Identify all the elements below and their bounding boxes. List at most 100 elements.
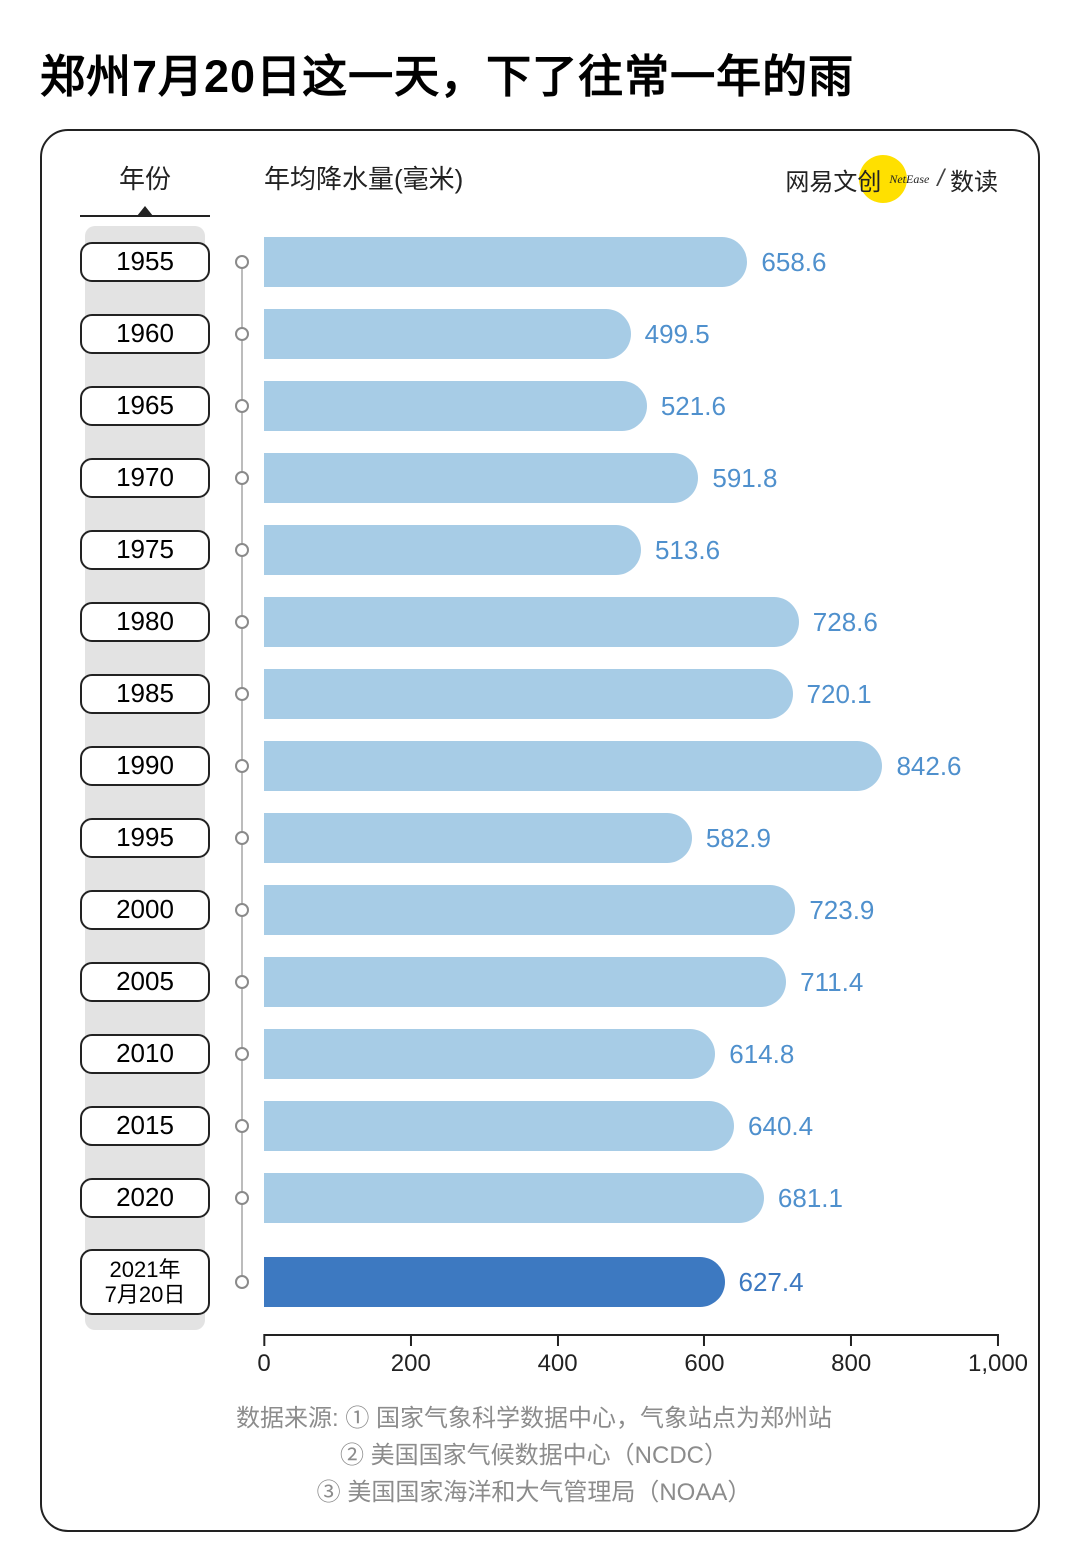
year-cell: 1970 [70,442,220,514]
year-cell: 1975 [70,514,220,586]
year-cell: 2020 [70,1162,220,1234]
chart-rows: 1955 658.6 1960 499.5 1965 521.6 1970 591.8 1975… [70,226,998,1330]
chart-row: 1960 499.5 [70,298,998,370]
year-card: 1960 [80,314,210,354]
bar-cell: 627.4 [220,1234,998,1330]
bar-cell: 658.6 [220,226,998,298]
stem [220,802,264,874]
year-card: 2015 [80,1106,210,1146]
stem [220,1090,264,1162]
stem-dot-icon [235,831,249,845]
stem-dot-icon [235,1119,249,1133]
x-axis-tick: 400 [538,1334,578,1378]
chart-frame: 年份 年均降水量(毫米) 网易文创 NetEase / 数读 1955 658.6… [40,129,1040,1532]
bar-plot: 521.6 [264,370,998,442]
bar-value-label: 658.6 [761,247,826,278]
bar-value-label: 723.9 [809,895,874,926]
year-cell: 1955 [70,226,220,298]
stem [220,586,264,658]
stem-dot-icon [235,1047,249,1061]
chart-row: 2010 614.8 [70,1018,998,1090]
brand-separator: / [937,165,944,193]
bar-cell: 720.1 [220,658,998,730]
brand-badge: 网易文创 NetEase / 数读 [785,155,998,203]
header-row: 年份 年均降水量(毫米) 网易文创 NetEase / 数读 [70,159,998,196]
tick-label: 800 [831,1350,871,1378]
bar-cell: 521.6 [220,370,998,442]
stem-dot-icon [235,255,249,269]
year-card: 1975 [80,530,210,570]
bar-value-label: 720.1 [807,679,872,710]
bar [264,1101,734,1151]
chart-row: 2015640.4 [70,1090,998,1162]
tick-mark [997,1334,999,1346]
stem-dot-icon [235,1191,249,1205]
tick-mark [557,1334,559,1346]
year-axis-arrow-icon [70,204,220,220]
source-line: ② 美国国家气候数据中心（NCDC） [70,1437,998,1474]
bar-cell: 499.5 [220,298,998,370]
bar [264,525,641,575]
tick-label: 200 [391,1350,431,1378]
bar-plot: 627.4 [264,1234,998,1330]
stem [220,226,264,298]
year-card: 2010 [80,1034,210,1074]
stem [220,658,264,730]
brand-left-text: 网易文创 [785,162,881,197]
year-card: 1955 [80,242,210,282]
year-cell: 1965 [70,370,220,442]
bar-value-label: 582.9 [706,823,771,854]
tick-label: 0 [257,1350,270,1378]
chart-row: 2005711.4 [70,946,998,1018]
bar [264,597,799,647]
bar [264,453,698,503]
stem [220,370,264,442]
x-axis-line [264,1334,998,1336]
tick-label: 1,000 [968,1350,1028,1378]
x-axis-tick: 800 [831,1334,871,1378]
x-axis-tick: 1,000 [968,1334,1028,1378]
source-line: ③ 美国国家海洋和大气管理局（NOAA） [70,1474,998,1511]
bar-plot: 614.8 [264,1018,998,1090]
year-cell: 2000 [70,874,220,946]
bar-plot: 723.9 [264,874,998,946]
chart-row: 1980 728.6 [70,586,998,658]
year-card: 2021年7月20日 [80,1249,210,1316]
bar-cell: 842.6 [220,730,998,802]
stem-dot-icon [235,687,249,701]
chart-row: 1995582.9 [70,802,998,874]
stem-dot-icon [235,975,249,989]
data-sources: 数据来源: ① 国家气象科学数据中心，气象站点为郑州站② 美国国家气候数据中心（… [70,1400,998,1512]
stem-dot-icon [235,543,249,557]
bar [264,1173,764,1223]
stem [220,442,264,514]
bar-plot: 681.1 [264,1162,998,1234]
bar-value-label: 499.5 [645,319,710,350]
chart-row: 1990842.6 [70,730,998,802]
year-card: 2020 [80,1178,210,1218]
bar [264,957,786,1007]
year-card: 1990 [80,746,210,786]
x-axis: 02004006008001,000 [70,1334,998,1386]
year-cell: 2021年7月20日 [70,1234,220,1330]
year-cell: 1980 [70,586,220,658]
bar-value-label: 728.6 [813,607,878,638]
bar-value-label: 614.8 [729,1039,794,1070]
stem [220,514,264,586]
chart-row: 2020 681.1 [70,1162,998,1234]
bar-cell: 582.9 [220,802,998,874]
x-axis-tick: 200 [391,1334,431,1378]
year-cell: 1960 [70,298,220,370]
stem [220,1162,264,1234]
bar-value-label: 627.4 [739,1267,804,1298]
chart-row: 2000 723.9 [70,874,998,946]
bar-plot: 658.6 [264,226,998,298]
year-cell: 2005 [70,946,220,1018]
chart-row: 2021年7月20日 627.4 [70,1234,998,1330]
stem [220,730,264,802]
year-cell: 1990 [70,730,220,802]
bar-plot: 499.5 [264,298,998,370]
bar-value-label: 591.8 [712,463,777,494]
bar [264,885,795,935]
bar-plot: 728.6 [264,586,998,658]
